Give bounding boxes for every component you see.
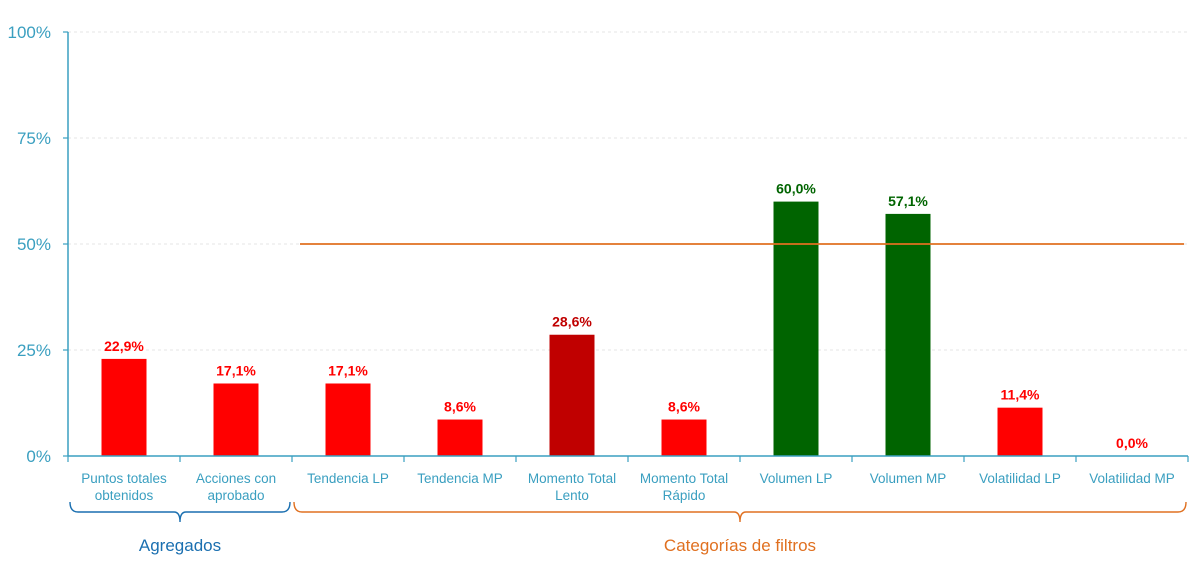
group-label: Categorías de filtros xyxy=(664,536,816,555)
bar xyxy=(325,383,371,456)
x-tick-label: Volatilidad MP xyxy=(1089,471,1175,486)
bar xyxy=(773,201,819,456)
data-label: 22,9% xyxy=(104,338,144,354)
bar xyxy=(885,213,931,456)
bar xyxy=(661,419,707,456)
y-axis: 0% 25% 50% 75% 100% xyxy=(8,23,69,466)
grid-lines xyxy=(68,31,1188,351)
x-axis: Puntos totales obtenidos Acciones con aprob… xyxy=(67,455,1189,503)
y-tick-label: 100% xyxy=(8,23,51,42)
bar xyxy=(213,383,259,456)
group-brace xyxy=(293,501,1187,523)
bar xyxy=(437,419,483,456)
data-label: 0,0% xyxy=(1116,435,1148,451)
data-label: 17,1% xyxy=(216,362,256,378)
x-tick-label: Puntos totales xyxy=(81,471,167,486)
data-label: 8,6% xyxy=(668,399,700,415)
y-tick-label: 25% xyxy=(17,341,51,360)
x-tick-label: obtenidos xyxy=(95,488,154,503)
y-tick-label: 50% xyxy=(17,235,51,254)
data-labels: 22,9% 17,1% 17,1% 8,6% 28,6% 8,6% 60,0% 57,1% 11… xyxy=(104,181,1148,451)
x-tick-label: Lento xyxy=(555,488,589,503)
x-tick-label: Volumen LP xyxy=(760,471,833,486)
data-label: 8,6% xyxy=(444,399,476,415)
y-tick-label: 0% xyxy=(26,447,51,466)
x-tick-label: Acciones con xyxy=(196,471,276,486)
bar xyxy=(997,407,1043,456)
bar xyxy=(101,358,147,456)
x-tick-label: Momento Total xyxy=(528,471,616,486)
x-tick-label: Volumen MP xyxy=(870,471,947,486)
category-groups: Agregados Categorías de filtros xyxy=(69,501,1187,555)
x-tick-label: aprobado xyxy=(207,488,264,503)
data-label: 60,0% xyxy=(776,181,816,197)
data-label: 28,6% xyxy=(552,314,592,330)
x-tick-label: Momento Total xyxy=(640,471,728,486)
group-brace xyxy=(69,501,291,523)
x-tick-label: Tendencia MP xyxy=(417,471,503,486)
x-tick-label: Tendencia LP xyxy=(307,471,389,486)
data-label: 57,1% xyxy=(888,193,928,209)
x-tick-label: Rápido xyxy=(663,488,706,503)
data-label: 17,1% xyxy=(328,362,368,378)
data-label: 11,4% xyxy=(1001,387,1040,403)
bar xyxy=(549,334,595,456)
x-tick-label: Volatilidad LP xyxy=(979,471,1061,486)
group-label: Agregados xyxy=(139,536,221,555)
y-tick-label: 75% xyxy=(17,129,51,148)
